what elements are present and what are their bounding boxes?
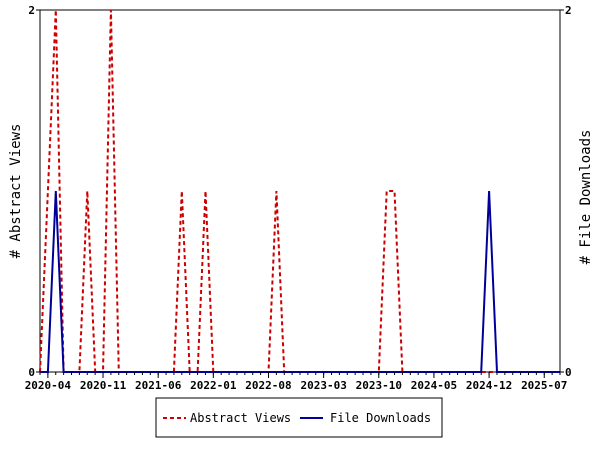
x-tick-label: 2025-07 (521, 379, 567, 392)
series-line-abstract-views (39, 9, 560, 373)
series-layer (39, 9, 560, 373)
legend-box (155, 397, 443, 438)
legend-label-file-downloads: File Downloads (330, 411, 431, 425)
x-tick-label: 2020-04 (25, 379, 72, 392)
y-right-tick-label: 0 (565, 366, 572, 379)
legend-label-abstract-views: Abstract Views (190, 411, 291, 425)
x-tick-label: 2022-01 (190, 379, 237, 392)
legend: Abstract Views File Downloads (155, 397, 443, 438)
x-tick-label: 2020-11 (80, 379, 127, 392)
x-tick-label: 2024-12 (466, 379, 512, 392)
x-tick-label: 2022-08 (245, 379, 291, 392)
x-tick-label: 2024-05 (411, 379, 457, 392)
y-left-tick-label: 2 (28, 4, 35, 17)
x-tick-label: 2021-06 (135, 379, 182, 392)
x-tick-label: 2023-03 (300, 379, 346, 392)
y-left-tick-label: 0 (28, 366, 35, 379)
y-axis-title-right: # File Downloads (578, 130, 594, 265)
x-tick-label: 2023-10 (356, 379, 402, 392)
y-right-tick-label: 2 (565, 4, 572, 17)
tick-layer: 2020-04 2020-11 2021-06 2022-01 2022-08 2023-… (25, 4, 572, 392)
y-axis-title-left: # Abstract Views (8, 124, 24, 259)
